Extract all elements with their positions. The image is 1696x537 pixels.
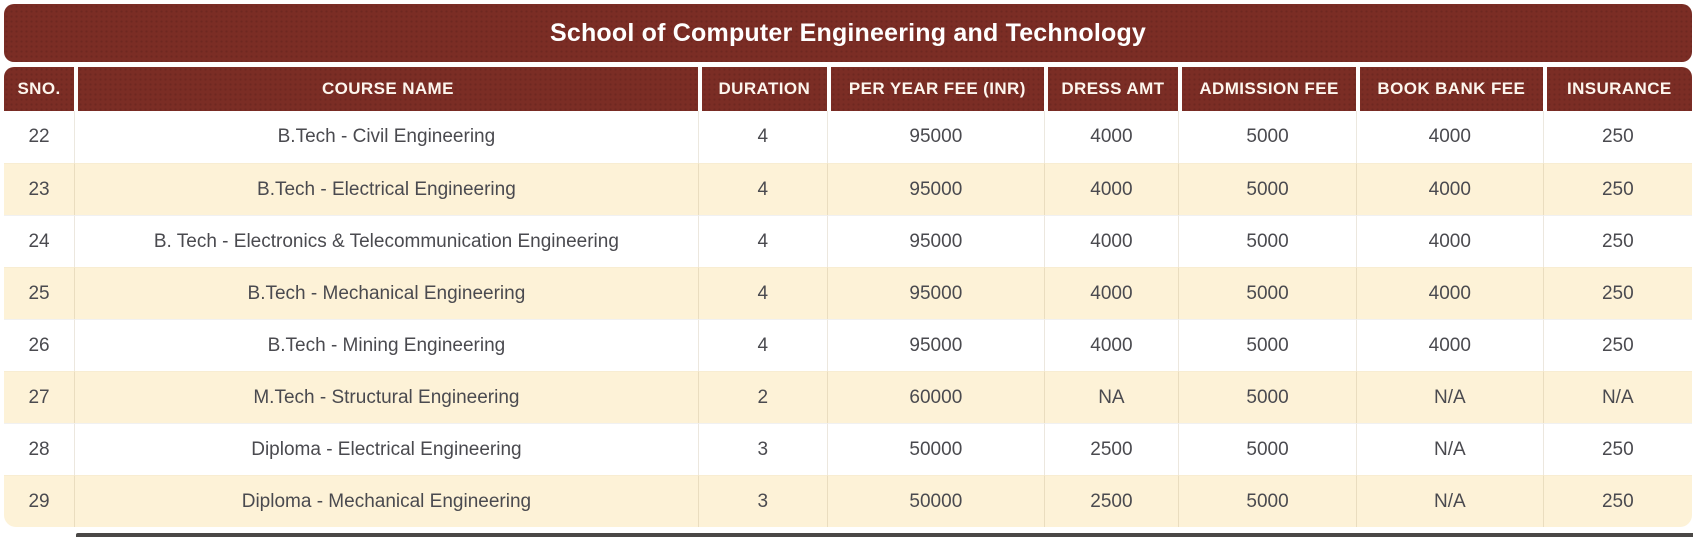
table-header: SNO. COURSE NAME DURATION PER YEAR FEE (INR… xyxy=(4,67,1692,111)
table-cell: 5000 xyxy=(1177,267,1357,319)
table-cell: 95000 xyxy=(826,111,1044,163)
table-cell: 5000 xyxy=(1177,371,1357,423)
table-cell: 250 xyxy=(1542,111,1692,163)
header-cell: BOOK BANK FEE xyxy=(1356,67,1543,111)
table-cell: 23 xyxy=(4,163,75,215)
table-cell: 50000 xyxy=(826,423,1044,475)
table-cell: 4000 xyxy=(1356,163,1543,215)
table-cell: 250 xyxy=(1542,163,1692,215)
table-cell: N/A xyxy=(1356,423,1543,475)
table-cell: 4000 xyxy=(1356,319,1543,371)
table-row: 28 Diploma - Electrical Engineering 3 50000… xyxy=(4,423,1692,475)
table-cell: 24 xyxy=(4,215,75,267)
table-cell: B.Tech - Electrical Engineering xyxy=(74,163,698,215)
table-cell: NA xyxy=(1043,371,1178,423)
table-cell: 95000 xyxy=(826,319,1044,371)
table-cell: 95000 xyxy=(826,215,1044,267)
table-cell: 4000 xyxy=(1043,111,1178,163)
table-cell: 3 xyxy=(697,423,827,475)
table-cell: 4000 xyxy=(1043,163,1178,215)
table-cell: B.Tech - Mechanical Engineering xyxy=(74,267,698,319)
table-cell: Diploma - Mechanical Engineering xyxy=(74,475,698,527)
table-row: 25 B.Tech - Mechanical Engineering 4 95000 4… xyxy=(4,267,1692,319)
table-row: 29 Diploma - Mechanical Engineering 3 50000… xyxy=(4,475,1692,527)
table-cell: N/A xyxy=(1356,371,1543,423)
table-row: 22 B.Tech - Civil Engineering 4 95000 4000 50… xyxy=(4,111,1692,163)
table-cell: B. Tech - Electronics & Telecommunicatio… xyxy=(74,215,698,267)
table-cell: N/A xyxy=(1542,371,1692,423)
table-cell: 27 xyxy=(4,371,75,423)
table-cell: 4 xyxy=(697,215,827,267)
header-cell: ADMISSION FEE xyxy=(1177,67,1357,111)
table-cell: 250 xyxy=(1542,475,1692,527)
table-cell: 4000 xyxy=(1356,215,1543,267)
table-cell: 250 xyxy=(1542,215,1692,267)
table-row: 26 B.Tech - Mining Engineering 4 95000 4000 5… xyxy=(4,319,1692,371)
fee-table: SNO. COURSE NAME DURATION PER YEAR FEE (INR… xyxy=(4,67,1692,527)
fee-table-container: SNO. COURSE NAME DURATION PER YEAR FEE (INR… xyxy=(4,67,1692,527)
header-cell: INSURANCE xyxy=(1542,67,1692,111)
header-cell: DRESS AMT xyxy=(1043,67,1178,111)
header-cell: SNO. xyxy=(4,67,75,111)
header-cell: PER YEAR FEE (INR) xyxy=(826,67,1044,111)
table-cell: 4000 xyxy=(1043,215,1178,267)
table-cell: 250 xyxy=(1542,319,1692,371)
table-cell: 95000 xyxy=(826,163,1044,215)
table-cell: 4 xyxy=(697,111,827,163)
table-cell: 2 xyxy=(697,371,827,423)
table-cell: 60000 xyxy=(826,371,1044,423)
table-cell: 250 xyxy=(1542,267,1692,319)
table-cell: 29 xyxy=(4,475,75,527)
table-cell: 5000 xyxy=(1177,319,1357,371)
page-title: School of Computer Engineering and Techn… xyxy=(549,18,1147,47)
table-cell: Diploma - Electrical Engineering xyxy=(74,423,698,475)
section-title-banner: School of Computer Engineering and Techn… xyxy=(4,4,1692,62)
table-cell: B.Tech - Mining Engineering xyxy=(74,319,698,371)
table-cell: M.Tech - Structural Engineering xyxy=(74,371,698,423)
header-row: SNO. COURSE NAME DURATION PER YEAR FEE (INR… xyxy=(4,67,1692,111)
header-cell: DURATION xyxy=(697,67,827,111)
table-cell: 4 xyxy=(697,267,827,319)
table-cell: 3 xyxy=(697,475,827,527)
table-cell: 250 xyxy=(1542,423,1692,475)
table-cell: 5000 xyxy=(1177,475,1357,527)
table-cell: 25 xyxy=(4,267,75,319)
table-cell: 4 xyxy=(697,163,827,215)
table-cell: 5000 xyxy=(1177,111,1357,163)
next-section-partial-edge xyxy=(76,533,1693,537)
table-cell: 22 xyxy=(4,111,75,163)
header-cell: COURSE NAME xyxy=(74,67,698,111)
table-body: 22 B.Tech - Civil Engineering 4 95000 4000 50… xyxy=(4,111,1692,527)
table-cell: 5000 xyxy=(1177,163,1357,215)
table-cell: 4000 xyxy=(1356,111,1543,163)
table-cell: 2500 xyxy=(1043,423,1178,475)
table-cell: 4000 xyxy=(1356,267,1543,319)
table-cell: 2500 xyxy=(1043,475,1178,527)
table-cell: 4000 xyxy=(1043,319,1178,371)
table-cell: 4000 xyxy=(1043,267,1178,319)
table-cell: 50000 xyxy=(826,475,1044,527)
table-row: 23 B.Tech - Electrical Engineering 4 95000 4… xyxy=(4,163,1692,215)
table-cell: 5000 xyxy=(1177,215,1357,267)
table-row: 24 B. Tech - Electronics & Telecommunicat… xyxy=(4,215,1692,267)
table-cell: 5000 xyxy=(1177,423,1357,475)
table-cell: N/A xyxy=(1356,475,1543,527)
table-row: 27 M.Tech - Structural Engineering 2 60000 N… xyxy=(4,371,1692,423)
table-cell: 4 xyxy=(697,319,827,371)
table-cell: 95000 xyxy=(826,267,1044,319)
table-cell: B.Tech - Civil Engineering xyxy=(74,111,698,163)
table-cell: 26 xyxy=(4,319,75,371)
table-cell: 28 xyxy=(4,423,75,475)
